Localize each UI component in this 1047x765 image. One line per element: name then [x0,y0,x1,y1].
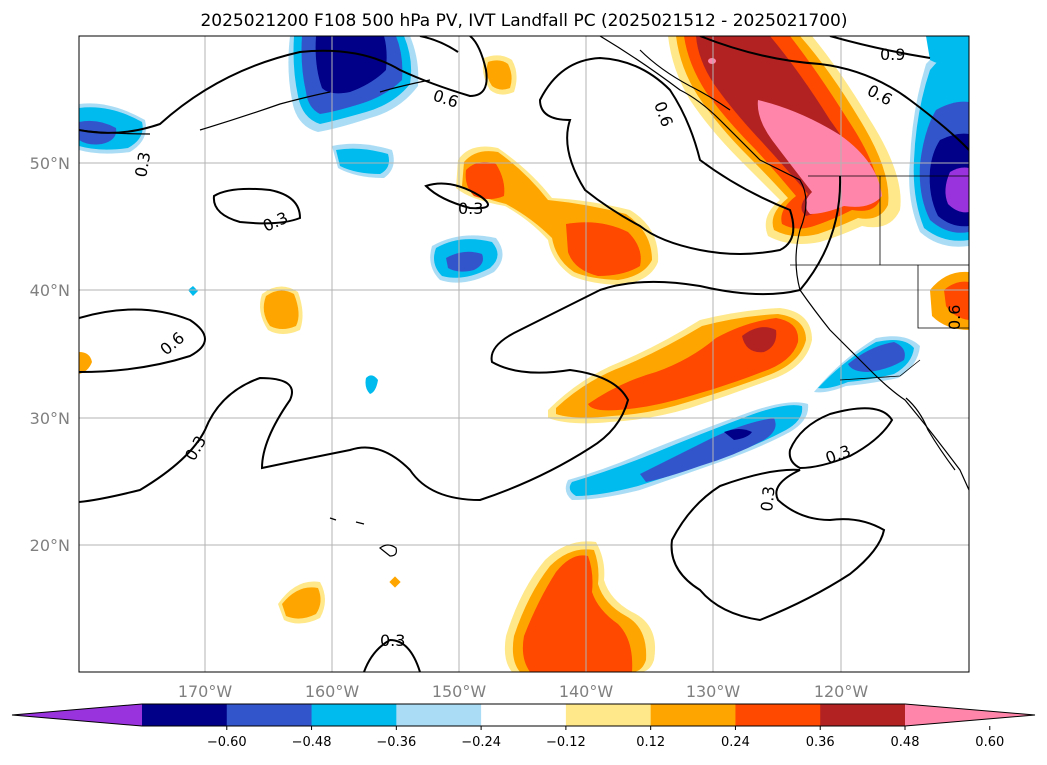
positive-anomaly-west [260,286,303,334]
lon-label-130w: 130°W [686,682,741,701]
positive-anomaly-small [79,352,401,624]
positive-anomaly-gulf [482,55,517,95]
contour-label: 0.3 [458,199,483,218]
contour-label: 0.6 [945,305,964,330]
colorbar-extend-min [12,704,142,726]
longitude-labels: 170°W 160°W 150°W 140°W 130°W 120°W [178,682,869,701]
contour-label: 0.9 [880,45,905,64]
lat-label-40n: 40°N [30,281,70,300]
negative-anomaly-canada [909,36,969,247]
colorbar-tick-label: −0.24 [461,735,501,750]
colorbar-tick-label: −0.60 [207,735,247,750]
lon-label-120w: 120°W [814,682,869,701]
positive-anomaly-subtropical [548,308,812,424]
colorbar-extend-max [905,704,1035,726]
lon-label-160w: 160°W [305,682,360,701]
lon-label-150w: 150°W [432,682,487,701]
negative-anomaly-small [79,103,503,394]
latitude-labels: 50°N 40°N 30°N 20°N [30,154,70,555]
colorbar-segment [565,704,652,726]
lon-label-170w: 170°W [178,682,233,701]
colorbar-tick-label: 0.48 [891,735,920,750]
positive-anomaly-east [930,271,969,330]
positive-anomaly-pnw [668,36,901,244]
contour-label: 0.3 [757,485,779,512]
colorbar-segment [226,704,313,726]
positive-anomaly-south [504,541,656,672]
colorbar-segment [481,704,567,726]
colorbar-segment [820,704,906,726]
colorbar-tick-label: 0.36 [806,735,835,750]
colorbar-segment [311,704,397,726]
contour-label: 0.3 [131,150,154,178]
colorbar-tick-label: 0.24 [721,735,750,750]
lon-label-140w: 140°W [559,682,614,701]
colorbar-tick-label: 0.12 [636,735,665,750]
lat-label-30n: 30°N [30,409,70,428]
colorbar-tick-label: 0.60 [975,735,1004,750]
shaded-field [79,36,969,672]
borders [790,175,969,381]
map-panel: 0.9 0.6 0.6 0.6 0.6 0.3 0.3 0.3 0.6 0.3 … [79,36,969,672]
negative-anomaly-subtropical [565,402,809,500]
coastlines [79,36,969,557]
colorbar-tick-label: −0.12 [546,735,586,750]
contour-label: 0.3 [380,631,405,650]
colorbar-tick-label: −0.48 [292,735,332,750]
map-title: 2025021200 F108 500 hPa PV, IVT Landfall… [200,11,847,31]
colorbar: −0.60 −0.48 −0.36 −0.24 −0.12 0.12 0.24 0.36 0.4… [11,703,1036,750]
colorbar-segment [650,704,736,726]
lat-label-50n: 50°N [30,154,70,173]
colorbar-tick-label: −0.36 [376,735,416,750]
negative-anomaly-alaska [288,36,419,132]
colorbar-segment [142,704,228,726]
colorbar-segment [396,704,482,726]
map-frame [78,35,970,673]
lat-label-20n: 20°N [30,536,70,555]
contour-lines [79,36,969,672]
positive-anomaly-midpac [456,146,659,285]
colorbar-outline [11,703,1036,727]
colorbar-segment [735,704,821,726]
